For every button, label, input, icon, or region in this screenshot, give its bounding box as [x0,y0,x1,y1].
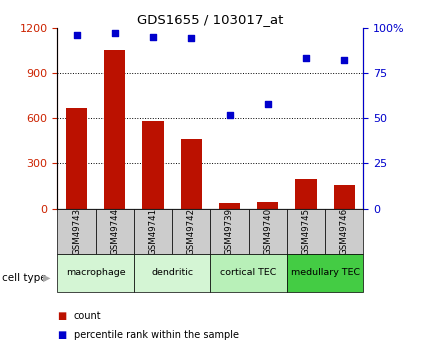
Bar [334,185,355,209]
Text: GSM49743: GSM49743 [72,208,81,255]
Title: GDS1655 / 103017_at: GDS1655 / 103017_at [137,13,283,27]
Point [264,101,271,106]
Point [226,112,233,117]
Bar [172,209,210,254]
Text: macrophage: macrophage [66,268,125,277]
Bar [210,254,287,292]
Bar [66,108,87,209]
Text: GSM49740: GSM49740 [263,208,272,255]
Bar [104,50,125,209]
Text: cell type: cell type [2,273,47,283]
Point [188,36,195,41]
Text: GSM49742: GSM49742 [187,208,196,255]
Bar [142,121,164,209]
Bar [57,254,134,292]
Bar [57,209,96,254]
Text: dendritic: dendritic [151,268,193,277]
Bar [249,209,287,254]
Text: percentile rank within the sample: percentile rank within the sample [74,330,238,339]
Bar [181,139,202,209]
Text: ■: ■ [57,330,67,339]
Text: ▶: ▶ [42,273,50,283]
Bar [295,179,317,209]
Bar [325,209,363,254]
Text: medullary TEC: medullary TEC [291,268,360,277]
Bar [287,209,325,254]
Bar [210,209,249,254]
Text: cortical TEC: cortical TEC [221,268,277,277]
Point [150,34,156,39]
Bar [134,254,210,292]
Text: ■: ■ [57,311,67,321]
Point [303,56,309,61]
Point [341,57,348,63]
Text: GSM49739: GSM49739 [225,208,234,255]
Text: count: count [74,311,101,321]
Bar [257,202,278,209]
Point [111,30,118,36]
Text: GSM49744: GSM49744 [110,208,119,255]
Text: GSM49745: GSM49745 [301,208,311,255]
Bar [96,209,134,254]
Text: GSM49746: GSM49746 [340,208,349,255]
Text: GSM49741: GSM49741 [148,208,158,255]
Point [73,32,80,38]
Bar [287,254,363,292]
Bar [219,203,240,209]
Bar [134,209,172,254]
